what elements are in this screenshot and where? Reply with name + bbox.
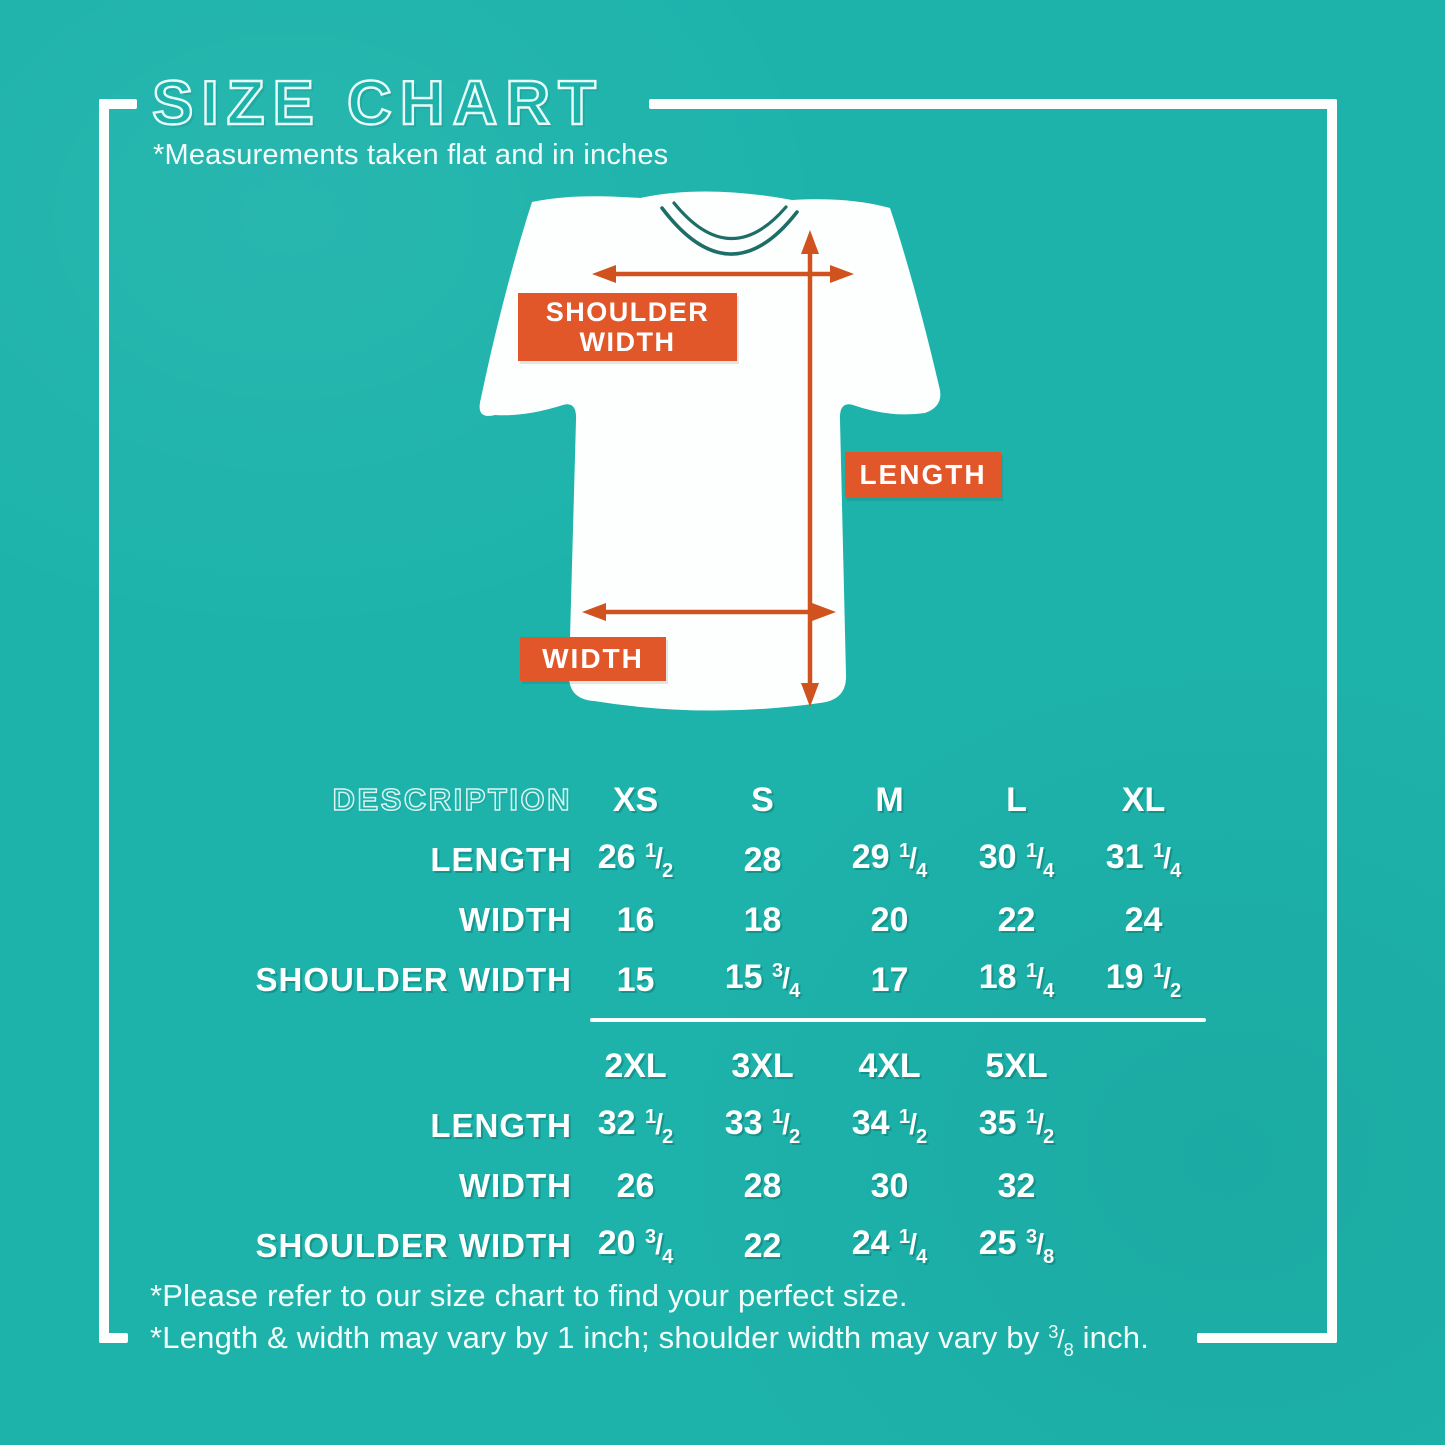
size-value: 32 1/2 <box>597 1103 674 1148</box>
size-value: 25 3/8 <box>978 1223 1055 1268</box>
length-tag: LENGTH <box>845 452 1001 498</box>
size-value: 19 1/2 <box>1105 957 1182 1002</box>
footer-note-2: *Length & width may vary by 1 inch; shou… <box>150 1320 1149 1361</box>
row-label: WIDTH <box>458 1167 572 1204</box>
table-row: SHOULDER WIDTH 20 3/4 22 24 1/4 25 3/8 <box>170 1216 1230 1276</box>
size-value: 22 <box>997 900 1036 939</box>
size-value: 32 <box>997 1166 1036 1205</box>
collar-outer-line <box>660 206 799 256</box>
column-header-xs: XS <box>612 780 659 819</box>
size-value: 18 <box>743 900 782 939</box>
column-header-4xl: 4XL <box>858 1046 921 1085</box>
size-value: 33 1/2 <box>724 1103 801 1148</box>
size-value: 29 1/4 <box>851 837 928 882</box>
frame-top-edge <box>649 99 1337 109</box>
footer-note-2-suffix: inch. <box>1073 1320 1150 1355</box>
tshirt-graphic <box>479 191 941 711</box>
footer-note-1: *Please refer to our size chart to find … <box>150 1278 908 1313</box>
size-table-section-xs-xl: DESCRIPTION XS S M L XL LENGTH 26 1/2 28 29 1/4 30… <box>170 770 1230 1010</box>
width-tag: WIDTH <box>520 637 666 681</box>
size-header-row: DESCRIPTION XS S M L XL <box>170 770 1230 830</box>
column-header-s: S <box>751 780 774 819</box>
column-header-description: DESCRIPTION <box>332 781 572 818</box>
length-arrow <box>801 230 819 707</box>
size-header-row: 2XL 3XL 4XL 5XL <box>170 1036 1230 1096</box>
size-value: 26 <box>616 1166 655 1205</box>
table-row: SHOULDER WIDTH 15 15 3/4 17 18 1/4 19 1/2 <box>170 950 1230 1010</box>
width-arrow <box>582 603 836 621</box>
size-value: 24 1/4 <box>851 1223 928 1268</box>
frame-top-left-stub <box>99 99 137 109</box>
size-value: 28 <box>743 1166 782 1205</box>
footer-note-2-prefix: *Length & width may vary by 1 inch; shou… <box>150 1320 1049 1355</box>
page-title: SIZE CHART <box>151 68 604 139</box>
size-value: 31 1/4 <box>1105 837 1182 882</box>
row-label: SHOULDER WIDTH <box>255 1227 572 1264</box>
footer-note-2-fraction: 3/8 <box>1048 1320 1074 1361</box>
frame-left-edge <box>99 99 109 1343</box>
collar-inner-line <box>672 201 788 241</box>
size-value: 30 <box>870 1166 909 1205</box>
size-value: 26 1/2 <box>597 837 674 882</box>
size-value: 34 1/2 <box>851 1103 928 1148</box>
table-row: WIDTH 16 18 20 22 24 <box>170 890 1230 950</box>
size-value: 15 3/4 <box>724 957 801 1002</box>
size-value: 28 <box>743 840 782 879</box>
shoulder-width-tag-line1: SHOULDER <box>545 297 710 327</box>
size-value: 20 3/4 <box>597 1223 674 1268</box>
table-row: LENGTH 32 1/2 33 1/2 34 1/2 35 1/2 <box>170 1096 1230 1156</box>
size-value: 17 <box>870 960 909 999</box>
size-value: 16 <box>616 900 655 939</box>
size-table-section-2xl-5xl: 2XL 3XL 4XL 5XL LENGTH 32 1/2 33 1/2 34 1/2 35 1… <box>170 1036 1230 1276</box>
row-label: LENGTH <box>430 1107 572 1144</box>
shoulder-width-tag: SHOULDER WIDTH <box>518 293 737 361</box>
shoulder-width-tag-line2: WIDTH <box>579 327 676 357</box>
shoulder-width-arrow <box>592 265 854 283</box>
frame-bottom-left-stub <box>99 1333 128 1343</box>
size-value: 35 1/2 <box>978 1103 1055 1148</box>
column-header-xl: XL <box>1121 780 1166 819</box>
table-divider <box>590 1018 1206 1022</box>
row-label: WIDTH <box>458 901 572 938</box>
frame-right-edge <box>1327 99 1337 1343</box>
size-value: 22 <box>743 1226 782 1265</box>
size-value: 30 1/4 <box>978 837 1055 882</box>
size-value: 24 <box>1124 900 1163 939</box>
row-label: LENGTH <box>430 841 572 878</box>
column-header-l: L <box>1006 780 1027 819</box>
row-label: SHOULDER WIDTH <box>255 961 572 998</box>
column-header-5xl: 5XL <box>985 1046 1048 1085</box>
size-value: 18 1/4 <box>978 957 1055 1002</box>
table-row: WIDTH 26 28 30 32 <box>170 1156 1230 1216</box>
size-value: 15 <box>616 960 655 999</box>
column-header-2xl: 2XL <box>604 1046 667 1085</box>
column-header-m: M <box>875 780 904 819</box>
page-subtitle: *Measurements taken flat and in inches <box>153 139 669 171</box>
size-value: 20 <box>870 900 909 939</box>
column-header-3xl: 3XL <box>731 1046 794 1085</box>
frame-bottom-right-edge <box>1197 1333 1337 1343</box>
table-row: LENGTH 26 1/2 28 29 1/4 30 1/4 31 1/4 <box>170 830 1230 890</box>
